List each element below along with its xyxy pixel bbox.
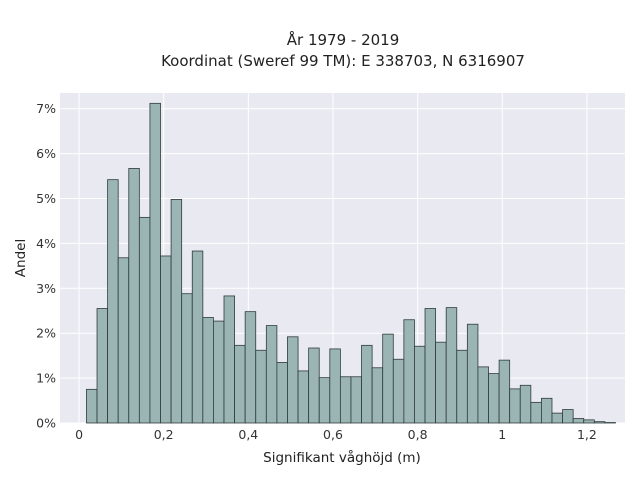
histogram-bar xyxy=(424,308,437,424)
histogram-bar xyxy=(96,308,109,424)
histogram-bar xyxy=(361,344,373,424)
histogram-bar xyxy=(297,370,310,424)
histogram-bar xyxy=(160,255,172,424)
histogram-bar xyxy=(371,367,384,424)
y-tick-label: 7% xyxy=(36,101,56,116)
y-tick-label: 0% xyxy=(36,416,56,431)
y-tick-label: 4% xyxy=(36,236,56,251)
y-axis-label: Andel xyxy=(13,239,29,277)
histogram-bar xyxy=(445,307,458,424)
histogram-bar xyxy=(234,344,246,424)
histogram-bar xyxy=(593,421,606,424)
histogram-bar xyxy=(329,348,341,424)
bars xyxy=(86,102,616,424)
histogram-bar xyxy=(128,168,140,424)
x-tick-label: 1,2 xyxy=(577,427,597,442)
histogram-bar xyxy=(223,295,235,424)
histogram-bar xyxy=(181,293,193,424)
y-tick-label: 5% xyxy=(36,191,56,206)
histogram-bar xyxy=(403,319,415,424)
histogram-bar xyxy=(117,257,130,424)
x-axis-label: Signifikant våghöjd (m) xyxy=(263,449,421,466)
histogram-bar xyxy=(318,377,331,424)
y-tick-label: 3% xyxy=(36,281,56,296)
histogram-bar xyxy=(509,388,521,424)
histogram-bar xyxy=(213,320,225,424)
x-tick-label: 0,6 xyxy=(323,427,343,442)
histogram-bar xyxy=(456,349,468,424)
x-tick-label: 0 xyxy=(75,427,83,442)
histogram-bar xyxy=(498,359,511,424)
histogram-bar xyxy=(149,102,161,424)
histogram-bar xyxy=(86,388,98,424)
histogram-bar xyxy=(382,333,394,424)
histogram-bar xyxy=(339,376,352,424)
x-tick-label: 0,4 xyxy=(238,427,258,442)
histogram-bar xyxy=(308,347,320,424)
chart-title-line2: Koordinat (Sweref 99 TM): E 338703, N 63… xyxy=(161,52,525,70)
histogram-bar xyxy=(572,418,585,424)
histogram-bar xyxy=(488,373,500,424)
histogram-bar xyxy=(562,409,574,424)
histogram-bar xyxy=(477,366,489,424)
x-tick-label: 0,8 xyxy=(408,427,428,442)
histogram-bar xyxy=(350,376,362,424)
x-axis-ticks: 0 0,2 0,4 0,6 0,8 1 1,2 xyxy=(75,427,597,442)
y-tick-label: 6% xyxy=(36,146,56,161)
histogram-bar xyxy=(265,325,278,424)
histogram-bar xyxy=(530,401,542,424)
histogram-bar xyxy=(435,341,447,424)
y-axis-ticks: 0% 1% 2% 3% 4% 5% 6% 7% xyxy=(36,101,56,430)
histogram-bar xyxy=(519,384,532,424)
histogram-bar xyxy=(191,250,204,424)
chart-title-line1: År 1979 - 2019 xyxy=(287,30,400,49)
histogram-bar xyxy=(202,317,214,424)
x-tick-label: 0,2 xyxy=(154,427,174,442)
histogram-bar xyxy=(541,397,553,424)
histogram-bar xyxy=(244,311,257,424)
histogram-bar xyxy=(466,323,479,424)
histogram-bar xyxy=(276,361,288,424)
histogram-bar xyxy=(255,349,267,424)
y-tick-label: 2% xyxy=(36,326,56,341)
histogram-bar xyxy=(138,216,151,424)
x-tick-label: 1 xyxy=(498,427,506,442)
histogram-bar xyxy=(551,412,563,424)
histogram-bar xyxy=(414,345,426,424)
histogram-bar xyxy=(287,336,299,424)
histogram-bar xyxy=(392,358,405,424)
histogram-bar xyxy=(107,179,119,424)
histogram-bar xyxy=(170,199,183,424)
histogram-bar xyxy=(583,419,595,424)
y-tick-label: 1% xyxy=(36,371,56,386)
